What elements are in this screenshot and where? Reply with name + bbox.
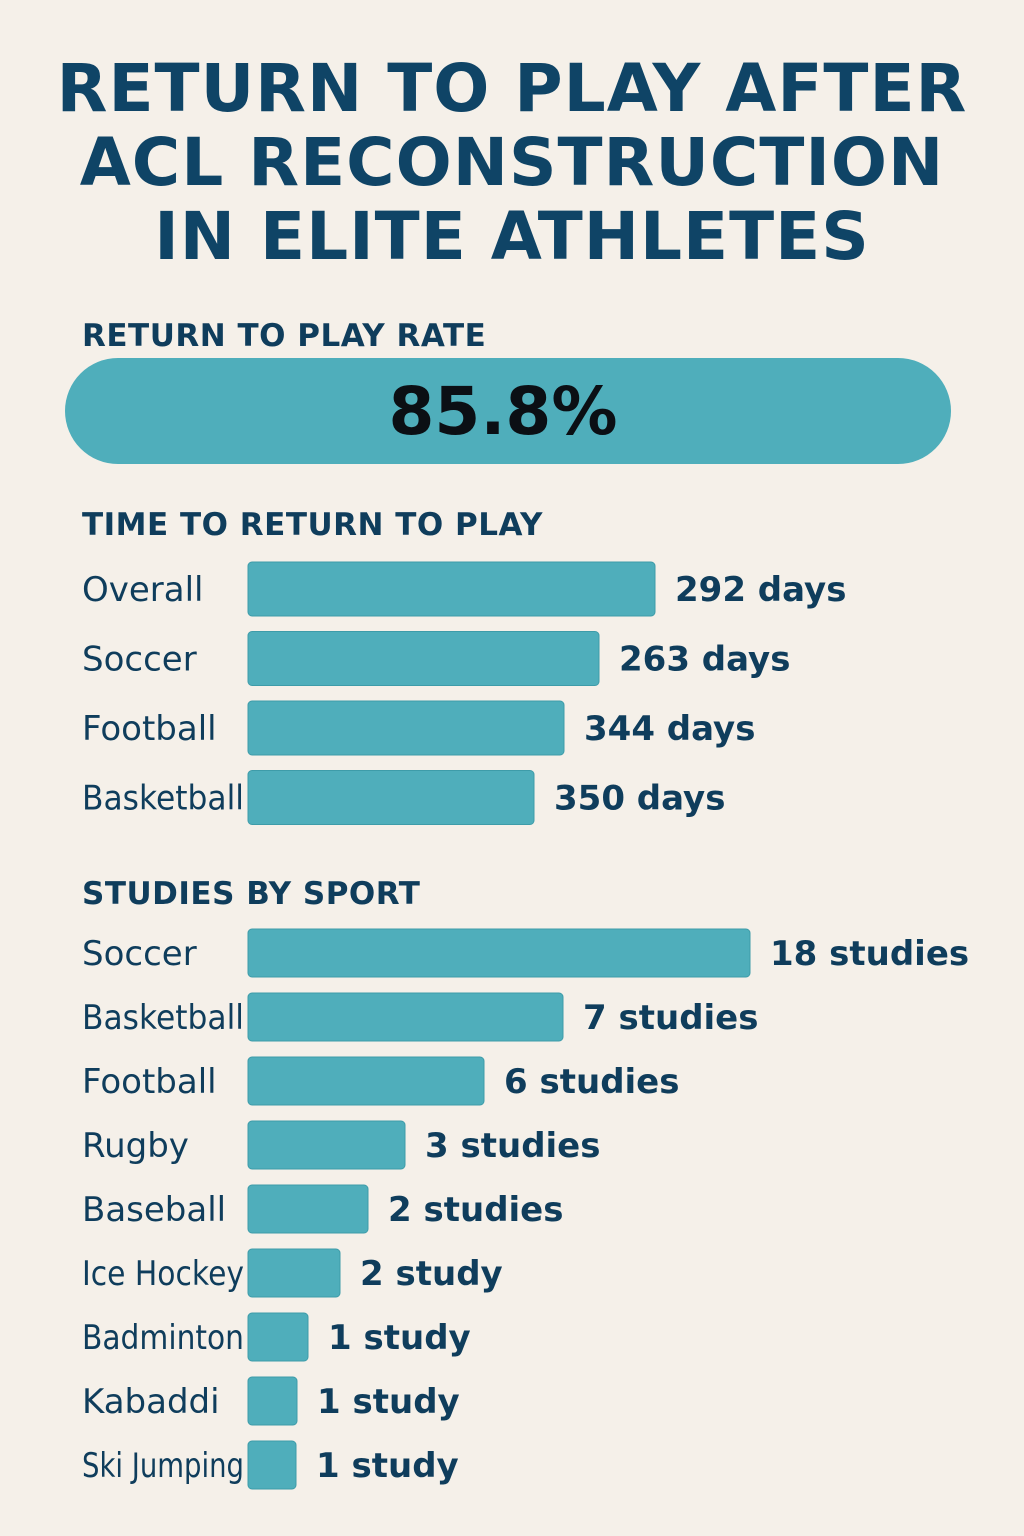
bar	[247, 1376, 298, 1426]
category-label: Soccer	[82, 934, 197, 974]
value-label: 3 studies	[425, 1126, 600, 1166]
time-to-return-chart: Overall 292 days Soccer 263 days Football 344…	[82, 561, 846, 825]
rate-value: 85.8%	[388, 372, 618, 450]
value-label: 1 study	[317, 1382, 460, 1422]
bar	[247, 1184, 369, 1234]
bar	[247, 1312, 309, 1362]
category-label: Football	[82, 1062, 217, 1102]
bar	[247, 1056, 485, 1106]
value-label: 344 days	[584, 709, 755, 749]
bar	[247, 770, 535, 825]
title-line-2: ACL RECONSTRUCTION	[79, 124, 945, 201]
category-label: Ice Hockey	[82, 1254, 244, 1294]
page-title: RETURN TO PLAY AFTER ACL RECONSTRUCTION …	[0, 52, 1024, 274]
bar	[247, 631, 600, 686]
value-label: 6 studies	[504, 1062, 679, 1102]
bar	[247, 1248, 341, 1298]
value-label: 1 study	[316, 1446, 459, 1486]
studies-chart-heading: STUDIES BY SPORT	[82, 876, 421, 912]
value-label: 7 studies	[583, 998, 758, 1038]
rate-pill: 85.8%	[65, 358, 951, 464]
bar	[247, 561, 656, 617]
value-label: 18 studies	[770, 934, 969, 974]
category-label: Badminton	[82, 1318, 244, 1358]
category-label: Ski Jumping	[82, 1446, 244, 1486]
studies-by-sport-chart: Soccer 18 studies Basketball 7 studies Footb…	[82, 928, 969, 1490]
value-label: 2 studies	[388, 1190, 563, 1230]
value-label: 2 study	[360, 1254, 503, 1294]
title-line-1: RETURN TO PLAY AFTER	[56, 50, 968, 127]
bar	[247, 1120, 406, 1170]
category-label: Kabaddi	[82, 1382, 220, 1422]
value-label: 292 days	[675, 570, 846, 610]
category-label: Football	[82, 709, 217, 749]
title-line-3: IN ELITE ATHLETES	[154, 198, 870, 275]
rate-heading: RETURN TO PLAY RATE	[82, 318, 487, 354]
bar	[247, 1440, 297, 1490]
bar	[247, 928, 751, 978]
category-label: Overall	[82, 570, 204, 610]
bar	[247, 992, 564, 1042]
category-label: Baseball	[82, 1190, 226, 1230]
category-label: Basketball	[82, 998, 244, 1038]
value-label: 350 days	[554, 779, 725, 819]
bar	[247, 700, 565, 756]
category-label: Rugby	[82, 1126, 189, 1166]
time-chart-heading: TIME TO RETURN TO PLAY	[82, 507, 543, 543]
category-label: Soccer	[82, 640, 197, 680]
value-label: 263 days	[619, 640, 790, 680]
category-label: Basketball	[82, 779, 244, 819]
value-label: 1 study	[328, 1318, 471, 1358]
